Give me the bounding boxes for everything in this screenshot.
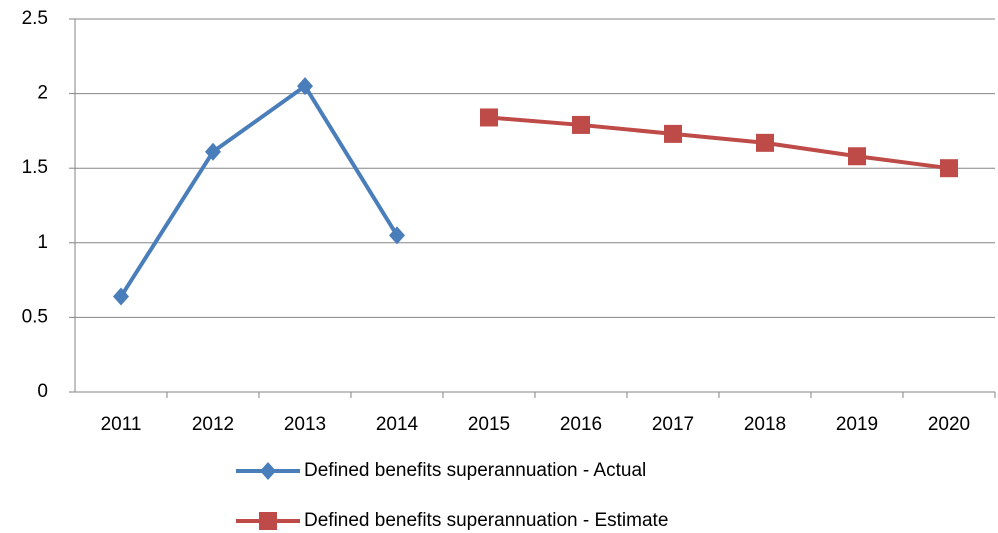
- y-tick-label: 2.5: [22, 8, 48, 29]
- x-tick-label: 2019: [836, 414, 878, 435]
- x-tick-label: 2012: [192, 414, 234, 435]
- y-tick-label: 0: [37, 381, 48, 402]
- x-tick-label: 2014: [376, 414, 419, 435]
- y-tick-label: 0.5: [22, 306, 48, 327]
- legend-marker: [260, 462, 276, 480]
- x-tick-label: 2016: [560, 414, 602, 435]
- data-point: [756, 133, 774, 152]
- legend-label: Defined benefits superannuation - Estima…: [304, 510, 668, 531]
- legend-label: Defined benefits superannuation - Actual: [304, 460, 646, 481]
- data-point: [572, 115, 590, 134]
- data-point: [389, 226, 405, 245]
- data-point: [940, 159, 958, 178]
- legend-marker: [259, 512, 277, 530]
- x-tick-label: 2013: [284, 414, 326, 435]
- y-tick-label: 1: [37, 232, 48, 253]
- y-tick-label: 1.5: [22, 157, 48, 178]
- x-tick-label: 2011: [101, 414, 142, 435]
- data-point: [664, 124, 682, 143]
- data-point: [205, 142, 221, 161]
- data-point: [113, 287, 129, 306]
- data-point: [848, 147, 866, 166]
- x-tick-label: 2017: [652, 414, 694, 435]
- data-point: [480, 108, 498, 127]
- x-tick-label: 2020: [928, 414, 970, 435]
- data-point: [297, 77, 313, 96]
- series-line: [119, 84, 399, 298]
- x-tick-label: 2015: [468, 414, 510, 435]
- y-tick-label: 2: [37, 83, 48, 104]
- series-line: [488, 115, 950, 171]
- x-tick-label: 2018: [744, 414, 786, 435]
